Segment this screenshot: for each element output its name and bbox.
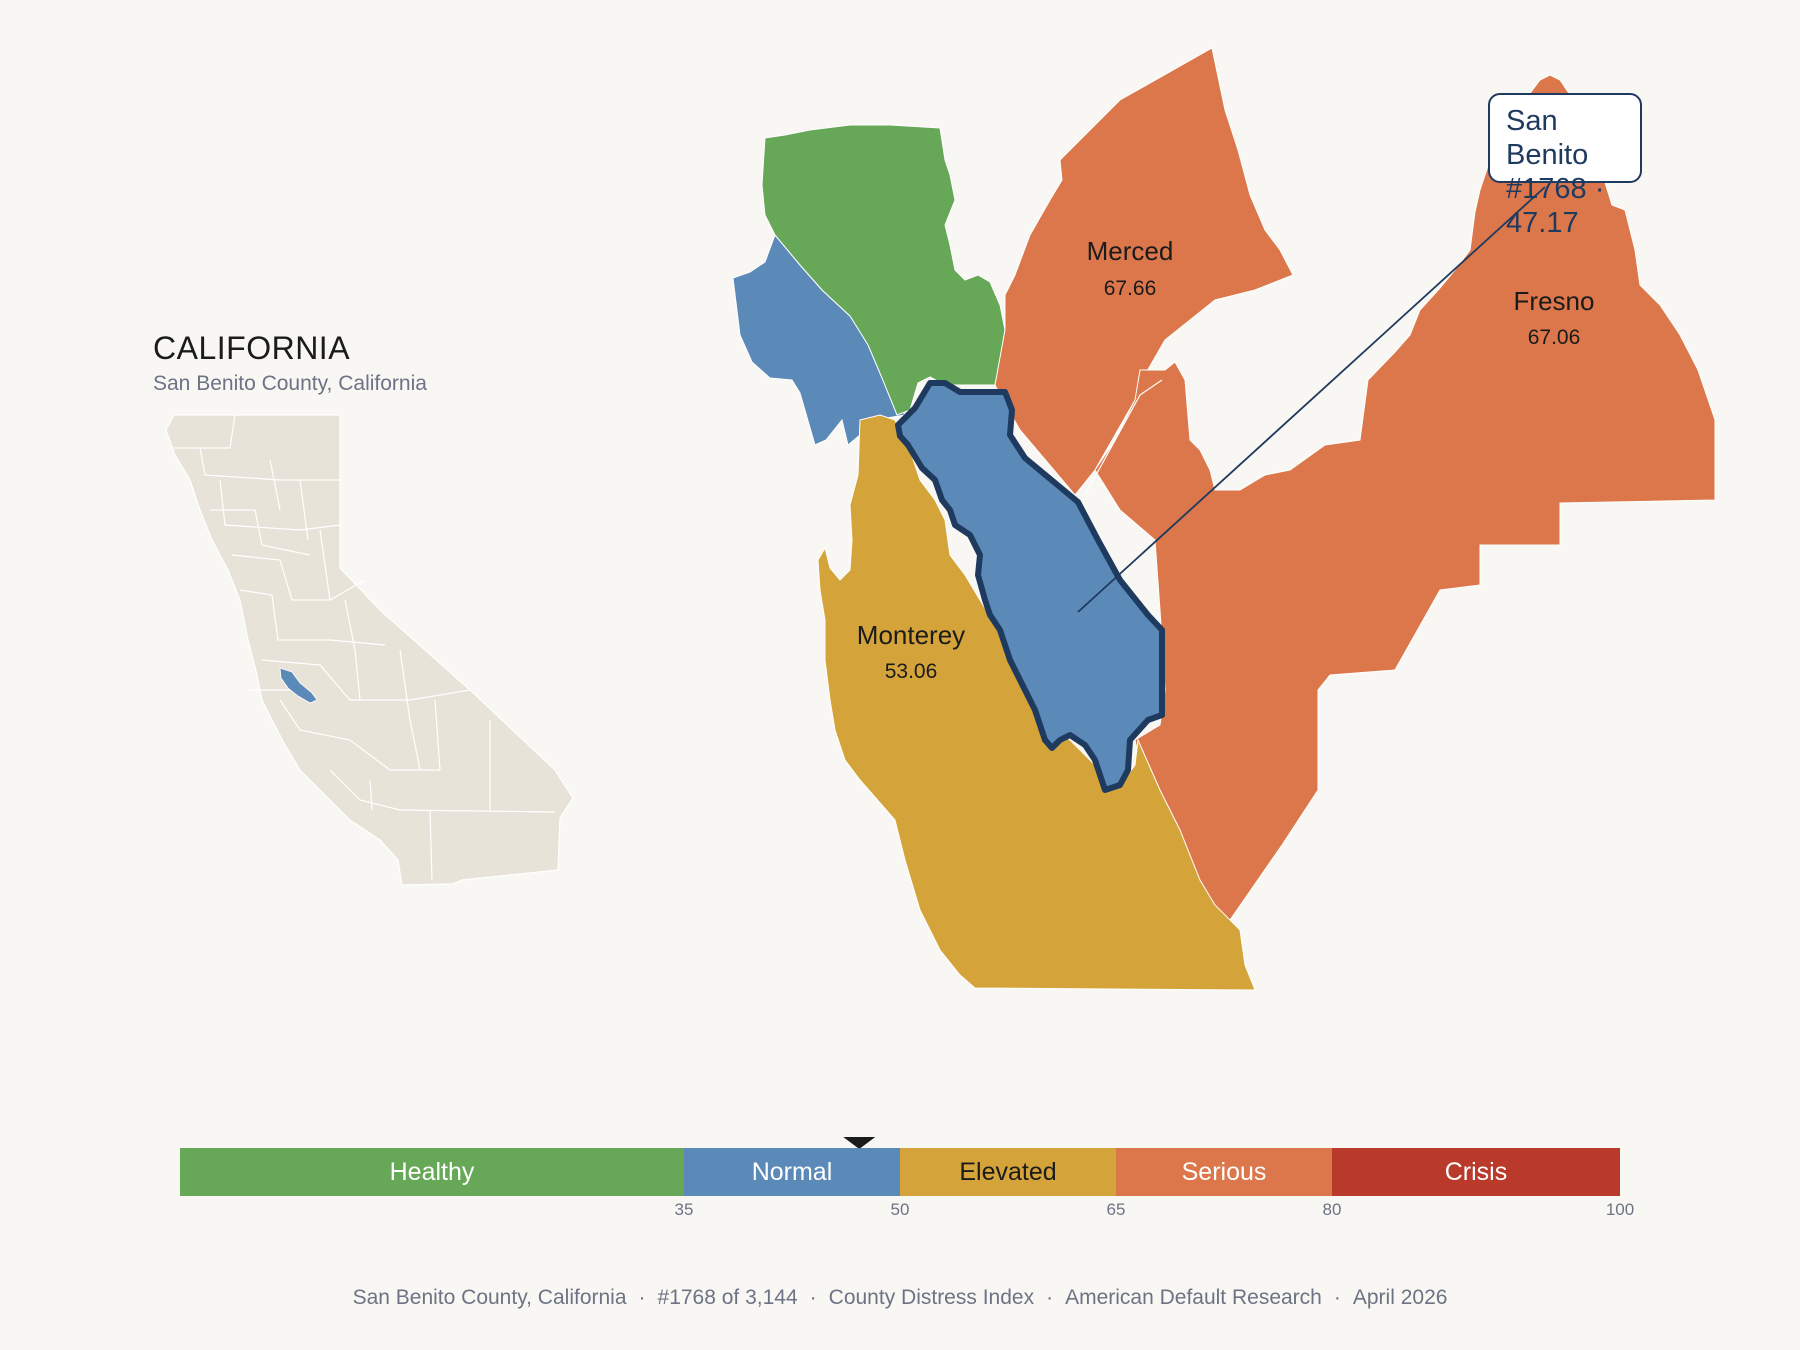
california-shape [165,414,574,886]
state-subtitle: San Benito County, California [153,372,427,395]
county-map: Merced 67.66 Fresno 67.06 Monterey 53.06 [732,47,1716,991]
legend-tick: 100 [1605,1200,1635,1219]
footer: San Benito County, California · #1768 of 3… [0,1286,1800,1310]
legend-segment-normal: Normal [684,1148,900,1196]
legend-label-crisis: Crisis [1444,1157,1508,1186]
callout-rank-score: #1768 · 47.17 [1506,173,1605,239]
legend-label-elevated: Elevated [959,1157,1057,1186]
legend-tick: 65 [1106,1200,1126,1219]
legend-label-normal: Normal [751,1157,833,1186]
legend-segment-elevated: Elevated [900,1148,1116,1196]
footer-date: April 2026 [1352,1286,1448,1309]
state-title: CALIFORNIA [153,330,351,366]
inset-san-benito-highlight [279,667,318,704]
callout-name: San Benito [1506,105,1589,171]
county-san-benito[interactable] [895,380,1165,793]
label-monterey: Monterey [857,620,965,650]
footer-index: County Distress Index [828,1286,1035,1309]
value-monterey: 53.06 [885,660,938,683]
footer-source: American Default Research [1065,1286,1322,1309]
value-merced: 67.66 [1104,277,1157,300]
value-fresno: 67.06 [1528,326,1581,349]
legend-tick: 50 [890,1200,910,1219]
legend-segment-crisis: Crisis [1332,1148,1620,1196]
footer-separator: · [809,1286,817,1309]
footer-separator: · [638,1286,646,1309]
footer-separator: · [1333,1286,1341,1309]
legend-label-healthy: Healthy [389,1157,475,1186]
callout-leader-line [1077,186,1546,613]
footer-rank: #1768 of 3,144 [657,1286,798,1309]
label-merced: Merced [1087,236,1174,266]
legend-segment-healthy: Healthy [180,1148,684,1196]
legend-segment-serious: Serious [1116,1148,1332,1196]
legend-tick: 35 [674,1200,694,1219]
legend-label-serious: Serious [1181,1157,1267,1186]
county-callout: San Benito #1768 · 47.17 [1488,93,1642,239]
legend-pointer-icon [843,1137,876,1149]
footer-separator: · [1046,1286,1054,1309]
label-fresno: Fresno [1514,286,1595,316]
footer-county: San Benito County, California [352,1286,627,1309]
california-inset-map [165,414,574,886]
legend-tick: 80 [1322,1200,1342,1219]
